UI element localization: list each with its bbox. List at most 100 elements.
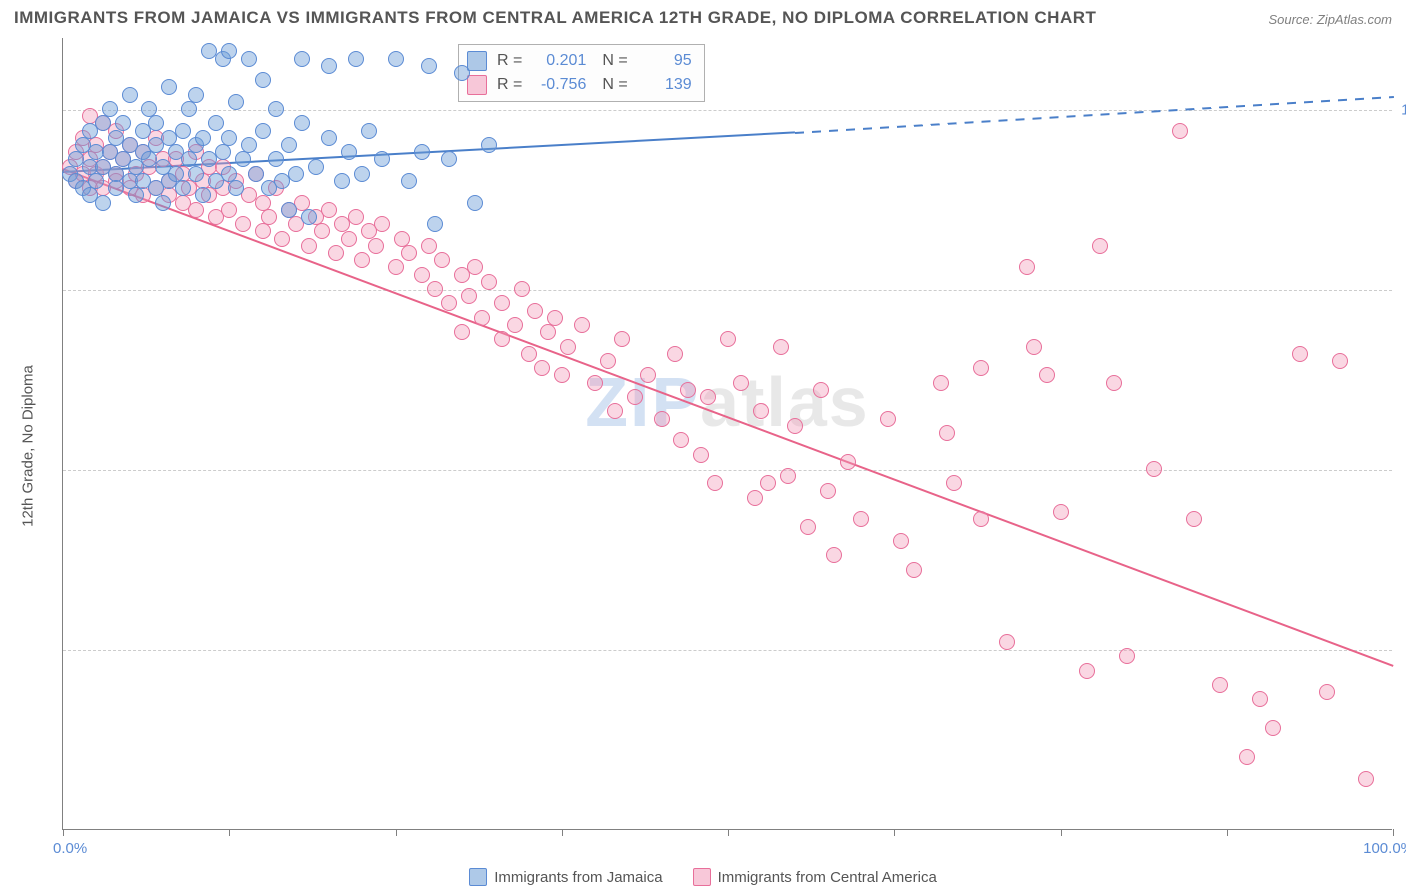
data-point xyxy=(268,151,284,167)
data-point xyxy=(241,51,257,67)
data-point xyxy=(893,533,909,549)
data-point xyxy=(348,51,364,67)
plot-area: ZIPatlas R = 0.201 N = 95 R = -0.756 N =… xyxy=(62,38,1392,830)
y-tick-label: 25.0% xyxy=(1397,642,1406,659)
data-point xyxy=(1053,504,1069,520)
data-point xyxy=(1332,353,1348,369)
data-point xyxy=(780,468,796,484)
data-point xyxy=(560,339,576,355)
data-point xyxy=(800,519,816,535)
data-point xyxy=(494,331,510,347)
data-point xyxy=(221,130,237,146)
data-point xyxy=(441,151,457,167)
data-point xyxy=(467,195,483,211)
data-point xyxy=(693,447,709,463)
data-point xyxy=(128,187,144,203)
data-point xyxy=(321,58,337,74)
data-point xyxy=(261,209,277,225)
trend-line xyxy=(794,96,1393,134)
gridline xyxy=(63,650,1392,651)
x-tick xyxy=(562,829,563,836)
x-tick xyxy=(396,829,397,836)
data-point xyxy=(720,331,736,347)
data-point xyxy=(1252,691,1268,707)
data-point xyxy=(161,79,177,95)
y-axis-title: 12th Grade, No Diploma xyxy=(20,365,37,527)
x-tick xyxy=(229,829,230,836)
data-point xyxy=(321,130,337,146)
y-tick-label: 50.0% xyxy=(1397,462,1406,479)
data-point xyxy=(341,144,357,160)
data-point xyxy=(88,173,104,189)
data-point xyxy=(999,634,1015,650)
data-point xyxy=(481,274,497,290)
data-point xyxy=(614,331,630,347)
data-point xyxy=(507,317,523,333)
data-point xyxy=(401,245,417,261)
data-point xyxy=(321,202,337,218)
data-point xyxy=(221,43,237,59)
data-point xyxy=(700,389,716,405)
data-point xyxy=(102,101,118,117)
data-point xyxy=(95,195,111,211)
data-point xyxy=(241,137,257,153)
data-point xyxy=(600,353,616,369)
x-tick xyxy=(728,829,729,836)
data-point xyxy=(481,137,497,153)
gridline xyxy=(63,470,1392,471)
data-point xyxy=(554,367,570,383)
data-point xyxy=(826,547,842,563)
gridline xyxy=(63,290,1392,291)
data-point xyxy=(434,252,450,268)
data-point xyxy=(228,180,244,196)
data-point xyxy=(354,252,370,268)
chart-title: IMMIGRANTS FROM JAMAICA VS IMMIGRANTS FR… xyxy=(14,8,1096,28)
data-point xyxy=(1146,461,1162,477)
data-point xyxy=(1092,238,1108,254)
x-tick xyxy=(63,829,64,836)
gridline xyxy=(63,110,1392,111)
data-point xyxy=(95,115,111,131)
data-point xyxy=(946,475,962,491)
data-point xyxy=(527,303,543,319)
data-point xyxy=(627,389,643,405)
data-point xyxy=(1358,771,1374,787)
data-point xyxy=(880,411,896,427)
source-label: Source: ZipAtlas.com xyxy=(1268,12,1392,27)
data-point xyxy=(195,130,211,146)
swatch-b-icon xyxy=(693,868,711,886)
data-point xyxy=(680,382,696,398)
data-point xyxy=(534,360,550,376)
data-point xyxy=(421,58,437,74)
data-point xyxy=(255,223,271,239)
data-point xyxy=(288,166,304,182)
y-tick-label: 75.0% xyxy=(1397,282,1406,299)
data-point xyxy=(281,202,297,218)
data-point xyxy=(840,454,856,470)
data-point xyxy=(939,425,955,441)
data-point xyxy=(1212,677,1228,693)
data-point xyxy=(148,115,164,131)
data-point xyxy=(654,411,670,427)
data-point xyxy=(195,187,211,203)
data-point xyxy=(461,288,477,304)
footer-item-a: Immigrants from Jamaica xyxy=(469,868,662,886)
data-point xyxy=(301,209,317,225)
data-point xyxy=(1119,648,1135,664)
data-point xyxy=(787,418,803,434)
data-point xyxy=(1026,339,1042,355)
data-point xyxy=(421,238,437,254)
data-point xyxy=(401,173,417,189)
data-point xyxy=(1172,123,1188,139)
x-max-label: 100.0% xyxy=(1363,840,1406,857)
data-point xyxy=(208,115,224,131)
data-point xyxy=(474,310,490,326)
data-point xyxy=(188,202,204,218)
data-point xyxy=(753,403,769,419)
data-point xyxy=(733,375,749,391)
data-point xyxy=(341,231,357,247)
data-point xyxy=(747,490,763,506)
data-point xyxy=(348,209,364,225)
data-point xyxy=(813,382,829,398)
data-point xyxy=(188,87,204,103)
